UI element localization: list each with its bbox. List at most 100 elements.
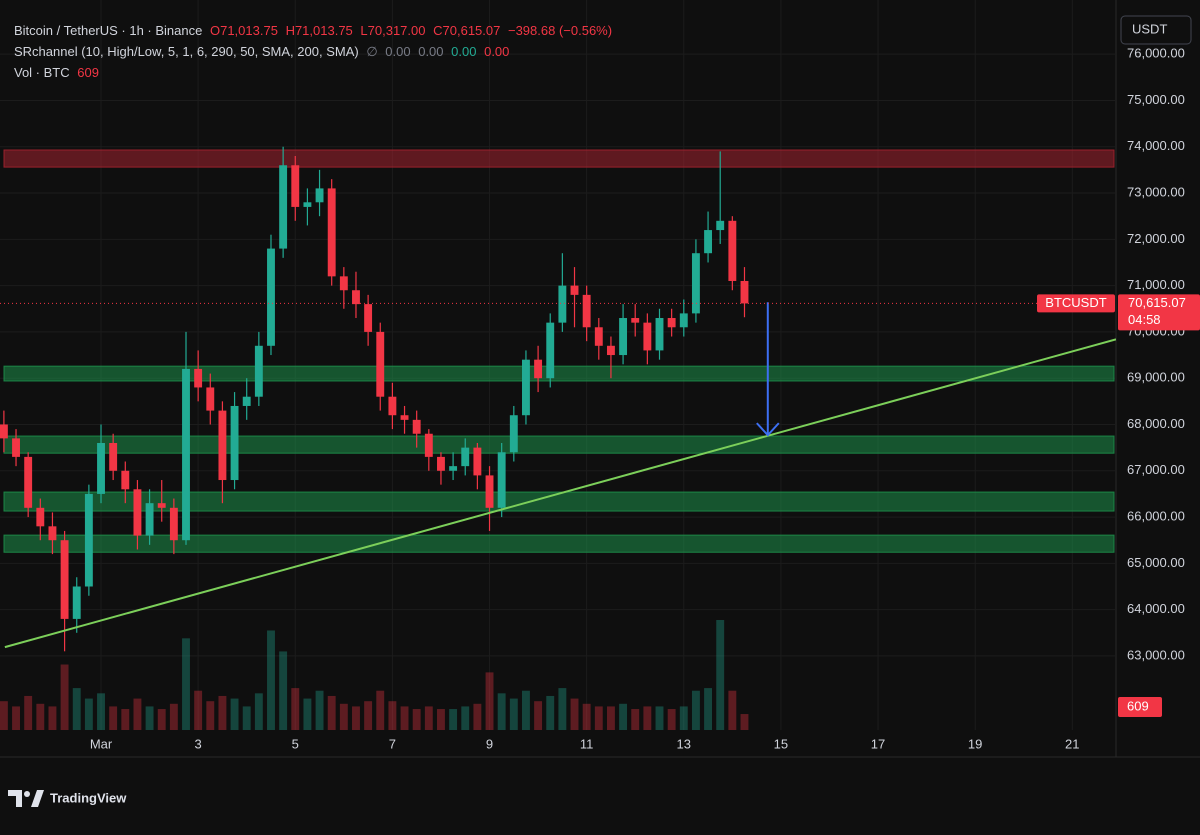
volume-bar bbox=[679, 706, 688, 730]
volume-bar bbox=[449, 709, 458, 730]
change: −398.68 (−0.56%) bbox=[507, 23, 613, 38]
candle-body bbox=[509, 415, 518, 453]
volume-bar bbox=[497, 693, 506, 730]
volume-bar bbox=[97, 693, 105, 730]
candle-body bbox=[388, 396, 397, 416]
candle-body bbox=[546, 322, 555, 379]
candle-body bbox=[218, 410, 227, 481]
volume-bar bbox=[606, 706, 615, 730]
y-tick-label: 67,000.00 bbox=[1127, 462, 1185, 477]
y-tick-label: 75,000.00 bbox=[1127, 92, 1185, 107]
volume-bar bbox=[303, 698, 312, 730]
candle-body bbox=[570, 285, 579, 295]
candle-body bbox=[291, 165, 300, 207]
candle-body bbox=[339, 276, 348, 291]
candle-body bbox=[740, 280, 749, 304]
candle-body bbox=[36, 507, 45, 527]
indicator-value: 0.00 bbox=[451, 44, 477, 59]
candle-body bbox=[315, 188, 324, 203]
open: O71,013.75 bbox=[209, 23, 278, 38]
close: C70,615.07 bbox=[433, 23, 501, 38]
candle-body bbox=[97, 442, 105, 494]
volume-bar bbox=[485, 672, 494, 730]
x-tick-label: 9 bbox=[486, 736, 493, 751]
zone bbox=[3, 435, 1115, 454]
volume-value: 609 bbox=[77, 65, 99, 80]
y-tick-label: 76,000.00 bbox=[1127, 46, 1185, 61]
volume-bar bbox=[400, 706, 409, 730]
volume-bar bbox=[0, 701, 8, 730]
candle-body bbox=[206, 387, 215, 411]
candle-body bbox=[534, 359, 543, 379]
candle-body bbox=[376, 331, 385, 397]
currency[interactable]: USDT bbox=[1132, 21, 1167, 36]
brand: TradingView bbox=[50, 790, 127, 805]
candle-body bbox=[522, 359, 530, 416]
candle-body bbox=[728, 220, 737, 281]
indicator: SRchannel (10, High/Low, 5, 1, 6, 290, 5… bbox=[14, 44, 359, 59]
symbol-tag: BTCUSDT bbox=[1045, 295, 1106, 310]
volume-bar bbox=[570, 698, 579, 730]
candle-body bbox=[704, 230, 713, 254]
x-tick-label: 7 bbox=[389, 736, 396, 751]
arrow-head bbox=[756, 422, 780, 437]
volume-bar bbox=[109, 706, 118, 730]
candle-body bbox=[400, 415, 409, 420]
y-tick-label: 72,000.00 bbox=[1127, 231, 1185, 246]
volume-bar bbox=[424, 706, 433, 730]
candle-body bbox=[157, 503, 166, 508]
candle-body bbox=[497, 452, 506, 508]
volume-bar bbox=[194, 690, 203, 730]
candle-body bbox=[48, 526, 57, 541]
candle-body bbox=[0, 424, 8, 439]
volume-bar bbox=[352, 706, 360, 730]
candle-body bbox=[230, 405, 239, 481]
volume-tag-box bbox=[1118, 697, 1162, 717]
legend: Bitcoin / TetherUS · 1h · Binance O71,01… bbox=[14, 20, 616, 83]
legend-row: Bitcoin / TetherUS · 1h · Binance O71,01… bbox=[14, 20, 616, 41]
candle-body bbox=[679, 313, 688, 328]
candle-body bbox=[582, 294, 591, 328]
candle-body bbox=[109, 442, 118, 471]
y-tick-label: 68,000.00 bbox=[1127, 416, 1185, 431]
zone bbox=[3, 149, 1115, 168]
candle-body bbox=[473, 447, 482, 476]
volume-bar bbox=[339, 703, 348, 730]
symbol: Bitcoin / TetherUS · 1h · Binance bbox=[14, 23, 203, 38]
indicator-value: 0.00 bbox=[418, 44, 444, 59]
candle-body bbox=[606, 345, 615, 356]
candle-body bbox=[594, 327, 603, 346]
candle-body bbox=[667, 318, 676, 328]
y-tick-label: 73,000.00 bbox=[1127, 184, 1185, 199]
candle-body bbox=[691, 253, 700, 314]
volume-bar bbox=[691, 690, 700, 730]
volume-bar bbox=[145, 706, 154, 730]
volume-bar bbox=[412, 709, 421, 730]
volume-bar bbox=[279, 651, 288, 730]
volume-bar bbox=[728, 690, 737, 730]
volume-bar bbox=[327, 695, 336, 730]
x-tick-label: 5 bbox=[292, 736, 299, 751]
volume-bar bbox=[133, 698, 142, 730]
trendline bbox=[4, 338, 1116, 649]
zone bbox=[3, 365, 1115, 382]
currency-box[interactable] bbox=[1120, 15, 1192, 45]
volume-bar bbox=[254, 693, 263, 730]
volume-bar bbox=[24, 695, 33, 730]
zone bbox=[3, 491, 1115, 512]
candle-body bbox=[133, 489, 142, 536]
legend-row: SRchannel (10, High/Low, 5, 1, 6, 290, 5… bbox=[14, 41, 616, 62]
candle-body bbox=[194, 368, 203, 388]
volume-bar bbox=[594, 706, 603, 730]
volume-bar bbox=[704, 688, 713, 730]
volume-bar bbox=[558, 688, 567, 730]
candle-body bbox=[279, 165, 288, 249]
volume-bar bbox=[655, 706, 664, 730]
volume-bar bbox=[230, 698, 239, 730]
zone bbox=[3, 534, 1115, 553]
volume-bar bbox=[716, 620, 725, 730]
volume-bar bbox=[291, 688, 300, 730]
candle-body bbox=[72, 586, 81, 619]
